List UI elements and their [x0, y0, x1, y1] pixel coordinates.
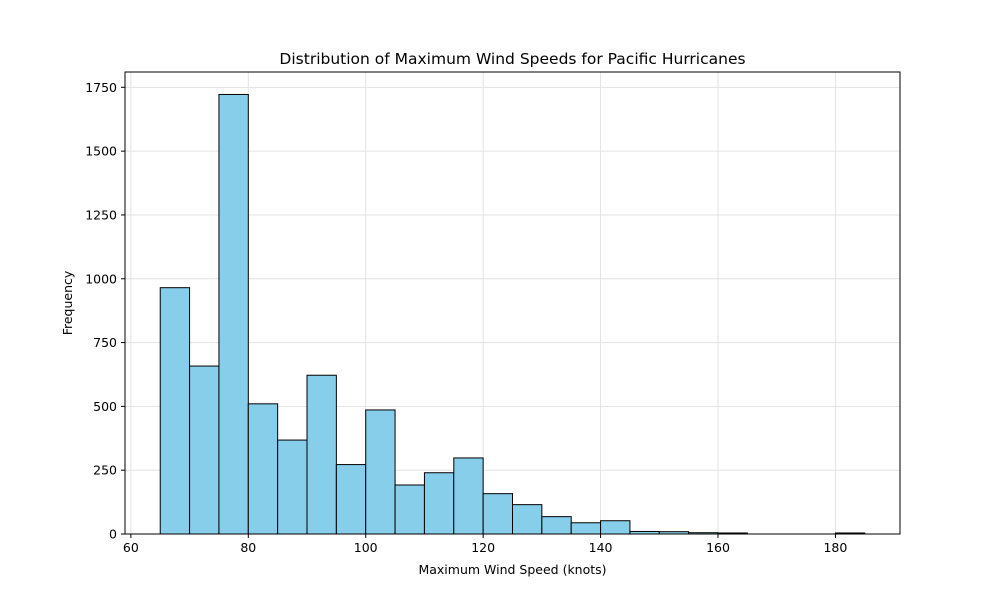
x-tick-label: 160 — [706, 540, 730, 555]
x-tick-label: 100 — [354, 540, 378, 555]
y-tick-label: 1250 — [85, 207, 117, 222]
y-tick-label: 1000 — [85, 271, 117, 286]
histogram-bar — [512, 504, 543, 535]
x-tick-label: 140 — [589, 540, 613, 555]
histogram-bar — [453, 457, 484, 535]
x-tick-label: 60 — [123, 540, 139, 555]
histogram-bar — [335, 464, 367, 535]
y-tick-label: 750 — [93, 335, 117, 350]
histogram-bar — [482, 493, 514, 535]
grid-lines — [125, 72, 900, 535]
y-tick-label: 1500 — [85, 144, 117, 159]
histogram-bar — [159, 287, 191, 535]
histogram-bar — [277, 439, 308, 535]
histogram-bar — [247, 403, 279, 535]
x-axis-label: Maximum Wind Speed (knots) — [418, 562, 606, 577]
y-axis-ticks: 0 250 500 750 1000 1250 1500 1750 — [85, 80, 125, 542]
x-tick-label: 120 — [471, 540, 495, 555]
histogram-bar — [189, 365, 220, 535]
y-tick-label: 250 — [93, 463, 117, 478]
chart-title: Distribution of Maximum Wind Speeds for … — [279, 50, 745, 68]
y-tick-label: 500 — [93, 399, 117, 414]
x-axis-ticks: 60 80 100 120 140 160 180 — [123, 534, 847, 555]
x-tick-label: 180 — [823, 540, 847, 555]
histogram-bar — [394, 484, 425, 535]
histogram-bar — [423, 472, 455, 535]
histogram-bars — [159, 93, 866, 535]
histogram-bar — [218, 93, 249, 535]
histogram-bar — [365, 409, 396, 535]
histogram-bar — [306, 374, 337, 535]
y-axis-label: Frequency — [60, 270, 75, 335]
histogram-bar — [570, 522, 602, 535]
y-tick-label: 0 — [109, 527, 117, 542]
y-tick-label: 1750 — [85, 80, 117, 95]
plot-area-frame — [124, 71, 901, 535]
histogram-bar — [600, 520, 631, 535]
histogram-bar — [541, 516, 572, 535]
x-tick-label: 80 — [240, 540, 256, 555]
